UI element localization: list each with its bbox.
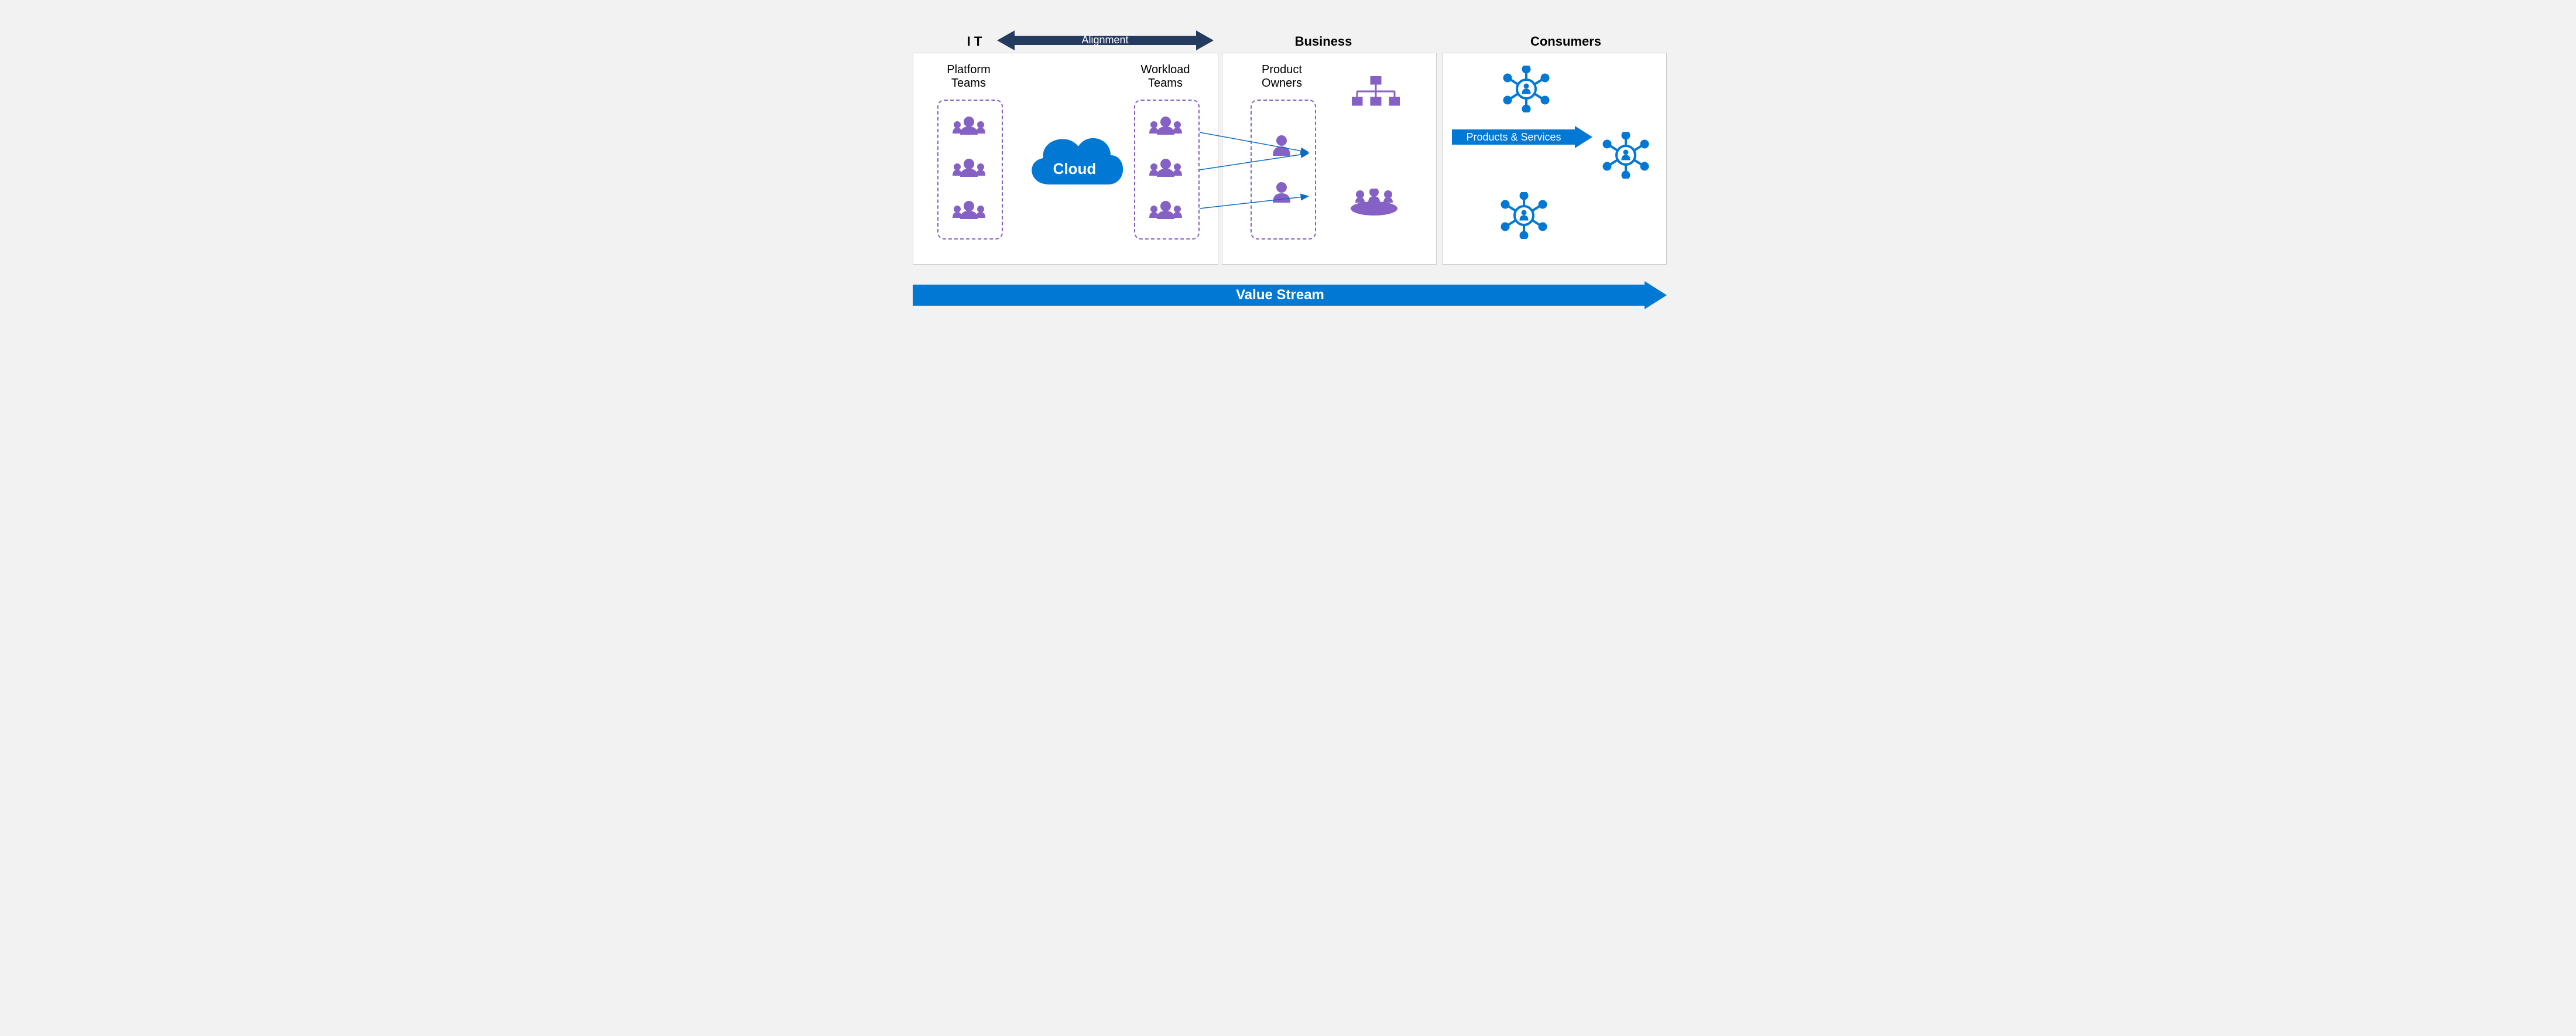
products-services-label: Products & Services [1452, 132, 1576, 142]
arrow-line [1200, 196, 1308, 208]
consumer-hub-icon [1602, 132, 1649, 179]
consumer-hub-icon [1501, 192, 1547, 239]
diagram-canvas: I T Business Consumers Alignment Platfor… [859, 0, 1718, 346]
value-stream-arrow: Value Stream [913, 281, 1667, 309]
consumer-hub-icon [1503, 66, 1550, 112]
arrow-line [1200, 132, 1308, 152]
value-stream-label: Value Stream [913, 287, 1648, 303]
arrow-line [1200, 153, 1308, 170]
products-services-arrow: Products & Services [1452, 126, 1592, 148]
